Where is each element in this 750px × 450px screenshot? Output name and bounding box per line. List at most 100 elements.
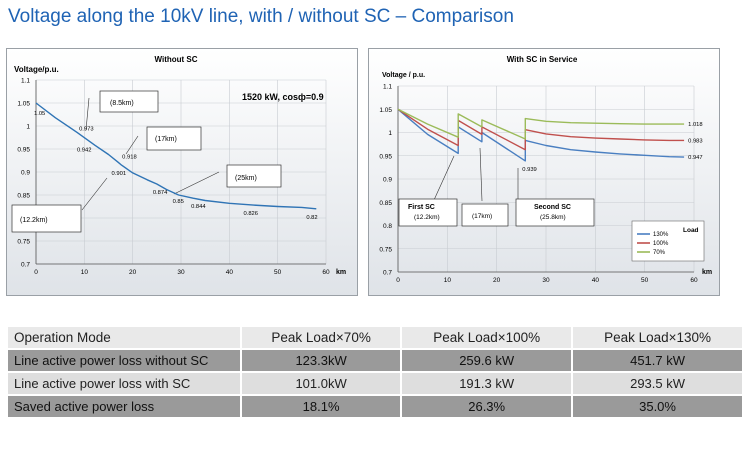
callouts: (8.5km) (17km) (25km) (12.2km) xyxy=(11,90,282,233)
y-tick-label: 0.9 xyxy=(383,177,392,184)
point-label: 0.874 xyxy=(153,190,168,196)
callout-box xyxy=(99,90,159,113)
callout-sub: (25.8km) xyxy=(540,214,566,221)
callout-title: First SC xyxy=(408,204,435,211)
legend-label: 100% xyxy=(653,241,669,247)
x-tick-label: 60 xyxy=(322,269,330,276)
y-tick-label: 1.05 xyxy=(17,101,30,108)
point-label: 0.918 xyxy=(122,154,137,160)
x-tick-label: 50 xyxy=(641,277,649,284)
row-label: Line active power loss without SC xyxy=(8,350,240,371)
x-tick-label: 20 xyxy=(129,269,137,276)
chart-title: Without SC xyxy=(154,55,197,64)
x-axis-label: km xyxy=(702,269,712,276)
table-cell: 191.3 kW xyxy=(402,373,572,394)
power-loss-table: Operation Mode Peak Load×70% Peak Load×1… xyxy=(6,325,744,419)
callout-box xyxy=(461,203,509,227)
point-label: 0.85 xyxy=(173,199,184,205)
table-cell: 293.5 kW xyxy=(573,373,742,394)
axis-ticks: 0.7 0.75 0.8 0.85 0.9 0.95 1 1.05 1.1 0 10 20 30 40 50… xyxy=(379,84,698,285)
x-tick-label: 0 xyxy=(396,277,400,284)
callout-box xyxy=(11,204,82,233)
legend: Load 130% 100% 70% xyxy=(631,220,705,262)
y-tick-label: 0.95 xyxy=(17,147,30,154)
y-tick-label: 1.05 xyxy=(379,107,392,114)
y-tick-label: 1 xyxy=(388,130,392,137)
y-tick-label: 1.1 xyxy=(383,84,392,91)
table-header-row: Operation Mode Peak Load×70% Peak Load×1… xyxy=(8,327,742,348)
table-row: Line active power loss with SC 101.0kW 1… xyxy=(8,373,742,394)
x-tick-label: 20 xyxy=(493,277,501,284)
legend-label: 70% xyxy=(653,250,666,256)
point-labels: 1.05 0.973 0.942 0.918 0.901 0.874 0.85 0.844 0.… xyxy=(34,111,318,221)
x-tick-label: 50 xyxy=(274,269,282,276)
chart-without-sc: Without SC Voltage/p.u. km 1520 kW, cosф… xyxy=(6,48,358,296)
point-label: 0.901 xyxy=(112,171,127,177)
x-axis-label: km xyxy=(336,269,346,276)
point-label: 0.942 xyxy=(77,147,92,153)
point-label: 1.018 xyxy=(688,122,703,128)
chart-title: With SC in Service xyxy=(507,55,578,64)
callout-title: Second SC xyxy=(534,204,571,211)
point-label: 0.947 xyxy=(688,155,703,161)
x-tick-label: 0 xyxy=(34,269,38,276)
y-axis-label: Voltage/p.u. xyxy=(14,65,59,74)
table-cell: 26.3% xyxy=(402,396,572,417)
table-cell: 35.0% xyxy=(573,396,742,417)
callout-box xyxy=(226,164,282,188)
y-axis-label: Voltage / p.u. xyxy=(382,72,425,79)
table-cell: 259.6 kW xyxy=(402,350,572,371)
table-cell: 18.1% xyxy=(242,396,401,417)
y-tick-label: 0.9 xyxy=(21,170,30,177)
table-row: Saved active power loss 18.1% 26.3% 35.0… xyxy=(8,396,742,417)
point-label: 0.973 xyxy=(79,126,94,132)
y-tick-label: 0.7 xyxy=(383,270,392,277)
legend-label: 130% xyxy=(653,232,669,238)
y-tick-label: 0.75 xyxy=(379,246,392,253)
table-row: Line active power loss without SC 123.3k… xyxy=(8,350,742,371)
table-cell: 123.3kW xyxy=(242,350,401,371)
series-line xyxy=(397,108,685,140)
load-annotation: 1520 kW, cosф=0.9 xyxy=(242,92,324,102)
x-tick-label: 40 xyxy=(592,277,600,284)
row-label: Saved active power loss xyxy=(8,396,240,417)
header-cell: Operation Mode xyxy=(8,327,240,348)
point-label: 0.82 xyxy=(306,215,317,221)
table-cell: 451.7 kW xyxy=(573,350,742,371)
x-tick-label: 30 xyxy=(177,269,185,276)
y-tick-label: 0.85 xyxy=(379,200,392,207)
y-tick-label: 0.8 xyxy=(383,223,392,230)
header-cell: Peak Load×100% xyxy=(402,327,572,348)
x-tick-label: 40 xyxy=(226,269,234,276)
page-title: Voltage along the 10kV line, with / with… xyxy=(8,6,514,27)
callout-sub: (17km) xyxy=(472,213,492,220)
legend-title: Load xyxy=(683,227,699,234)
legend-box xyxy=(631,220,705,262)
y-tick-label: 1.1 xyxy=(21,78,30,85)
callout-label: (12.2km) xyxy=(20,217,48,224)
x-tick-label: 10 xyxy=(444,277,452,284)
row-label: Line active power loss with SC xyxy=(8,373,240,394)
callout-label: (8.5km) xyxy=(110,100,134,107)
x-tick-label: 60 xyxy=(690,277,698,284)
y-tick-label: 0.95 xyxy=(379,153,392,160)
y-tick-label: 0.7 xyxy=(21,262,30,269)
x-tick-label: 10 xyxy=(81,269,89,276)
header-cell: Peak Load×130% xyxy=(573,327,742,348)
point-label: 0.844 xyxy=(191,204,206,210)
axis-ticks: 0.70.750.80.850.90.9511.051.101020304050… xyxy=(17,78,330,277)
header-cell: Peak Load×70% xyxy=(242,327,401,348)
point-label: 0.939 xyxy=(522,167,537,173)
y-tick-label: 1 xyxy=(26,124,30,131)
table-cell: 101.0kW xyxy=(242,373,401,394)
point-label: 0.983 xyxy=(688,138,703,144)
y-tick-label: 0.85 xyxy=(17,193,30,200)
y-tick-label: 0.75 xyxy=(17,239,30,246)
series xyxy=(35,102,317,210)
series xyxy=(397,108,685,162)
x-tick-label: 30 xyxy=(542,277,550,284)
callout-box xyxy=(146,126,202,151)
point-label: 1.05 xyxy=(34,111,45,117)
point-label: 0.826 xyxy=(244,211,259,217)
callout-sub: (12.2km) xyxy=(414,214,440,221)
